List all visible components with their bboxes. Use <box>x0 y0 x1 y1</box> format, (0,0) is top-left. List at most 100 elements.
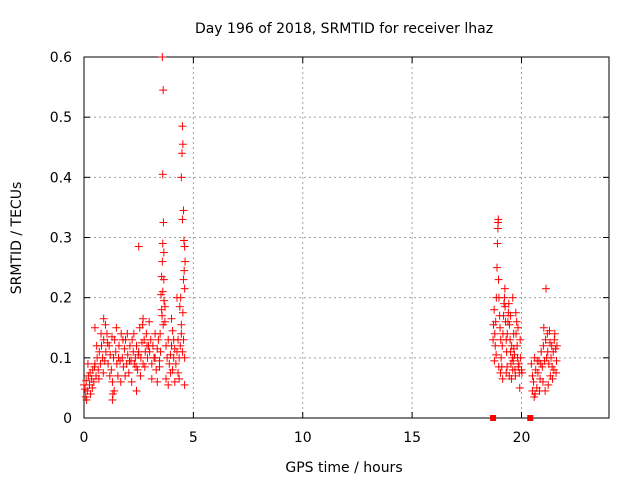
data-point <box>507 374 516 383</box>
data-point <box>132 341 141 350</box>
data-point <box>162 374 171 383</box>
data-point <box>517 368 526 377</box>
data-point <box>101 320 110 329</box>
data-point <box>542 284 550 293</box>
data-point <box>108 377 117 386</box>
data-point <box>538 377 547 386</box>
data-point <box>505 320 514 329</box>
data-point <box>158 170 167 179</box>
data-point <box>159 320 168 329</box>
data-point <box>504 299 513 308</box>
data-point <box>527 359 536 368</box>
data-point <box>147 359 156 368</box>
data-point <box>492 350 501 359</box>
data-point <box>90 362 99 371</box>
data-point <box>533 368 542 377</box>
data-point <box>107 365 116 374</box>
data-point <box>506 311 515 320</box>
data-point <box>499 311 508 320</box>
data-point <box>180 242 189 251</box>
data-point <box>155 362 164 371</box>
data-point <box>136 371 145 380</box>
data-point <box>159 248 168 257</box>
data-point <box>172 293 181 302</box>
data-point <box>178 347 187 356</box>
data-point <box>490 305 499 314</box>
data-point <box>539 323 548 332</box>
data-point <box>500 284 509 293</box>
data-point <box>125 356 134 365</box>
data-point <box>509 356 518 365</box>
data-point <box>118 335 127 344</box>
data-point <box>178 308 187 317</box>
data-point <box>159 86 168 95</box>
data-point <box>552 368 561 377</box>
data-point <box>111 347 120 356</box>
data-point <box>134 350 143 359</box>
data-point <box>103 338 112 347</box>
data-point <box>158 239 167 248</box>
data-point <box>494 275 503 284</box>
data-point <box>86 368 95 377</box>
data-point <box>541 386 550 395</box>
data-point <box>509 329 518 338</box>
y-axis-label: SRMTID / TECUs <box>9 182 25 295</box>
data-point <box>159 218 168 227</box>
data-point <box>158 257 167 266</box>
data-point <box>151 353 160 362</box>
data-point <box>142 329 151 338</box>
data-point <box>180 380 189 389</box>
data-point <box>108 332 116 341</box>
data-point <box>496 323 505 332</box>
data-point <box>544 380 553 389</box>
data-point <box>528 371 537 380</box>
data-point <box>175 374 184 383</box>
data-point <box>177 173 186 182</box>
data-point <box>147 374 156 383</box>
data-point <box>114 353 123 362</box>
data-point <box>88 383 97 392</box>
data-point <box>490 356 499 365</box>
data-point <box>158 311 167 320</box>
data-point <box>153 377 162 386</box>
data-point <box>139 314 148 323</box>
data-point <box>90 323 99 332</box>
y-tick-label: 0.2 <box>50 291 72 307</box>
data-point <box>170 344 179 353</box>
data-point <box>508 293 517 302</box>
data-point <box>128 335 137 344</box>
data-point <box>513 341 522 350</box>
data-point <box>97 329 106 338</box>
data-point <box>179 275 188 284</box>
data-point <box>536 359 545 368</box>
data-point <box>157 290 165 299</box>
data-point <box>547 353 556 362</box>
data-point <box>132 386 141 395</box>
data-point <box>156 347 165 356</box>
data-point <box>89 377 98 386</box>
data-point <box>170 377 179 386</box>
data-point <box>494 362 503 371</box>
data-point <box>101 347 110 356</box>
data-point <box>180 266 189 275</box>
data-point <box>493 263 501 272</box>
data-point <box>112 323 121 332</box>
data-point <box>154 335 163 344</box>
data-point <box>115 341 123 350</box>
data-point <box>550 329 559 338</box>
data-point <box>545 326 554 335</box>
data-point <box>169 335 178 344</box>
data-point <box>121 371 130 380</box>
data-point <box>178 140 187 149</box>
data-point <box>174 368 183 377</box>
data-point <box>166 368 175 377</box>
data-point <box>164 380 173 389</box>
data-point <box>506 335 515 344</box>
data-point <box>489 335 498 344</box>
data-point <box>490 329 499 338</box>
data-point <box>514 359 523 368</box>
data-point <box>123 350 132 359</box>
data-point <box>145 317 154 326</box>
